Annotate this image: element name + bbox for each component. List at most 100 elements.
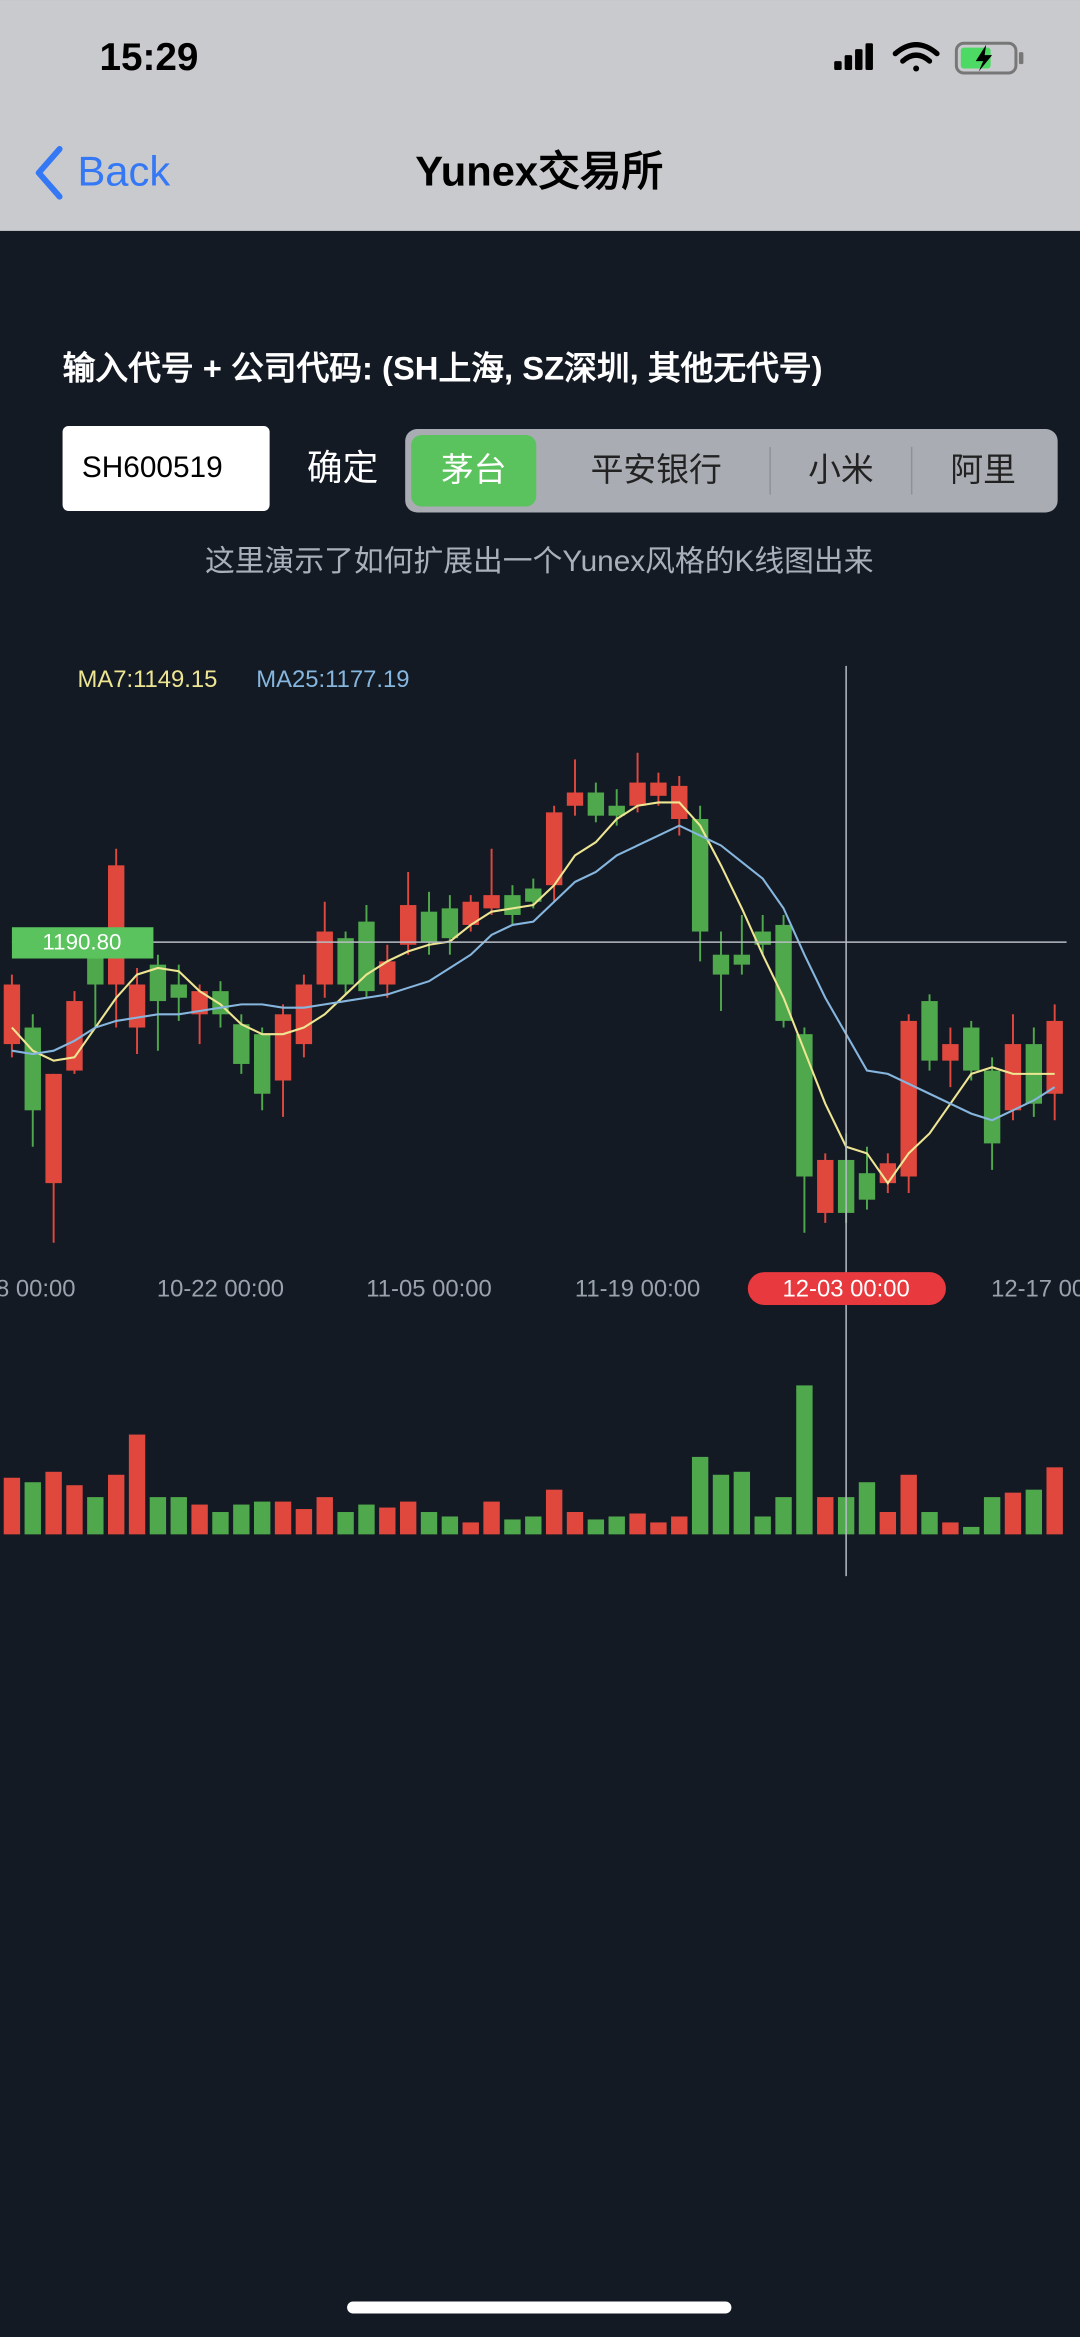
volume-bar [1046,1467,1063,1535]
volume-bar [170,1497,187,1535]
volume-bar [3,1477,21,1535]
candle-body [358,921,375,992]
candle-body [45,1073,62,1184]
volume-bar [900,1474,917,1535]
wifi-icon [892,42,940,72]
candle-body [274,1014,292,1081]
candle-body [3,984,21,1045]
candle-body [1046,1020,1063,1094]
candle-body [233,1024,250,1064]
crosshair-price: 1190.80 [42,930,121,955]
candle-body [587,792,605,816]
volume-bar [191,1504,208,1535]
volume-bar [504,1519,521,1535]
segment-selected [411,434,537,507]
volume-bar [212,1512,229,1535]
volume-bar [712,1474,730,1535]
candle-body [253,1034,271,1094]
volume-bar [545,1489,563,1535]
signal-icon [834,43,873,71]
volume-bar [399,1501,417,1535]
candle-body [817,1159,834,1213]
volume-bar [379,1507,396,1535]
candle-body [566,792,584,806]
volume-bar [817,1497,834,1535]
volume-bar [358,1504,375,1535]
candle-body [149,964,167,1002]
volume-bar [796,1385,813,1535]
code-input-box[interactable] [62,426,270,511]
nav-background [0,0,1080,231]
volume-bar [525,1516,542,1535]
volume-bar [420,1512,438,1535]
volume-bar [754,1516,771,1535]
volume-bar [566,1512,584,1535]
candle-body [441,908,459,939]
volume-bar [650,1522,667,1535]
volume-bar [441,1516,459,1535]
battery-icon [954,41,1024,75]
volume-bar [879,1512,897,1535]
candle-body [650,782,667,796]
candle-body [608,805,625,816]
ma-line [11,824,1056,1122]
segment[interactable]: 平安银行 [591,451,722,488]
x-tick-label: 11-05 00:00 [366,1275,491,1302]
volume-bar [295,1509,313,1535]
candle-body [525,888,542,902]
back-button[interactable]: Back [77,147,170,194]
volume-bar [629,1513,646,1535]
candle-body [87,954,104,985]
volume-bar [462,1522,479,1535]
status-time: 15:29 [99,36,198,79]
ma-legend: MA7:1149.15 [77,666,217,693]
candle-body [420,911,438,942]
candle-body [24,1027,41,1111]
segmented-control [405,429,1058,513]
code-input[interactable]: SH600519 [82,451,223,484]
volume-bar [1004,1492,1022,1535]
candle-body [545,812,563,886]
ma-line [11,801,1055,1185]
candle-body [942,1044,959,1061]
x-tick-label: 12-03 00:00 [783,1275,910,1302]
volume-bar [108,1474,125,1535]
candle-body [128,984,146,1028]
volume-bar [1025,1489,1043,1535]
volume-bar [608,1516,625,1535]
volume-bar [45,1471,62,1535]
volume-bar [775,1497,792,1535]
candle-body [733,954,751,965]
volume-bar [253,1501,271,1535]
candle-body [900,1020,917,1177]
volume-bar [316,1497,333,1535]
volume-bar [942,1522,959,1535]
candle-body [399,905,417,945]
volume-bar [963,1526,980,1535]
candle-body [66,1001,83,1071]
nav-title: Yunex交易所 [415,147,663,194]
candle-body [504,895,521,915]
candle-body [483,895,500,909]
candle-body [712,954,730,975]
volume-bar [691,1456,709,1535]
segment[interactable]: 阿里 [950,451,1016,488]
volume-bar [128,1434,146,1535]
volume-bar [587,1519,605,1535]
candle-body [191,991,208,1015]
note: 这里演示了如何扩展出一个Yunex风格的K线图出来 [205,545,874,578]
confirm-button[interactable]: 确定 [307,448,379,488]
volume-bar [483,1501,500,1535]
candle-body [691,818,709,932]
segment[interactable]: 茅台 [441,451,507,488]
segment[interactable]: 小米 [808,451,874,488]
x-tick-label: 11-19 00:00 [575,1275,700,1302]
back-chevron[interactable] [35,146,63,200]
candle-body [775,924,792,1021]
volume-bar [149,1497,167,1535]
volume-bar [337,1512,354,1535]
crosshair-price-box [11,927,154,959]
candle-body [462,901,479,925]
